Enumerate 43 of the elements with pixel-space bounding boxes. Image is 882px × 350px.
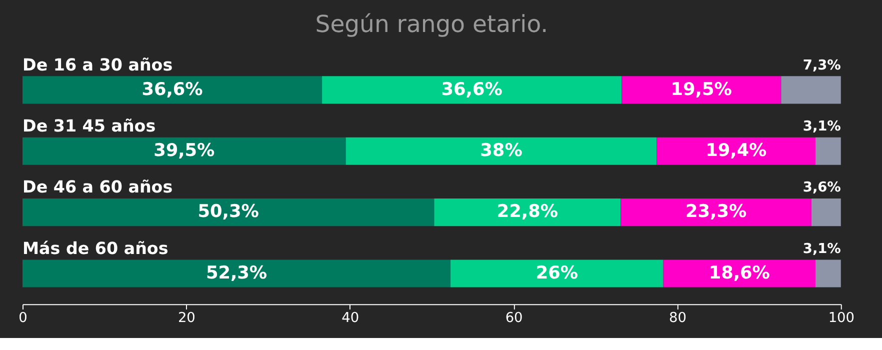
data-label: 7,3%	[802, 57, 842, 74]
data-label: 23,3%	[686, 202, 747, 222]
bar	[620, 198, 812, 226]
bar	[816, 260, 841, 288]
bar	[22, 260, 451, 288]
bar	[450, 260, 664, 288]
data-label: 52,3%	[206, 263, 268, 284]
data-label: 50,3%	[198, 202, 260, 222]
bar	[322, 76, 622, 104]
bar	[816, 137, 841, 165]
bar	[663, 260, 816, 288]
bar	[22, 76, 322, 104]
bar	[656, 137, 816, 165]
data-label: 36,6%	[441, 80, 503, 100]
data-label: 39,5%	[154, 141, 216, 162]
bar	[346, 137, 657, 165]
y-tick-label: Más de 60 años	[22, 238, 168, 258]
data-label: 3,6%	[802, 180, 842, 196]
x-tick-label: 0	[18, 310, 28, 326]
bar	[22, 137, 346, 165]
x-tick-label: 80	[668, 310, 686, 326]
x-tick-label: 40	[342, 310, 360, 326]
bar	[781, 76, 841, 104]
x-tick-label: 100	[828, 310, 854, 326]
data-label: 18,6%	[708, 263, 770, 284]
data-label: 3,1%	[802, 240, 842, 257]
data-label: 3,1%	[802, 118, 842, 135]
data-label: 38%	[480, 141, 523, 162]
x-tick-label: 20	[178, 310, 196, 326]
chart-title: Según rango etario.	[315, 10, 548, 38]
y-tick-label: De 46 a 60 años	[22, 178, 173, 197]
bar	[434, 198, 621, 226]
data-label: 19,5%	[670, 80, 732, 100]
data-label: 26%	[536, 263, 578, 284]
y-tick-label: De 31 45 años	[22, 116, 156, 136]
x-tick-label: 60	[505, 310, 523, 326]
y-tick-label: De 16 a 30 años	[22, 55, 173, 74]
data-label: 19,4%	[706, 141, 768, 162]
bar	[811, 198, 841, 226]
data-label: 36,6%	[142, 80, 204, 100]
bar	[622, 76, 782, 104]
bar	[22, 198, 434, 226]
data-label: 22,8%	[496, 202, 558, 222]
